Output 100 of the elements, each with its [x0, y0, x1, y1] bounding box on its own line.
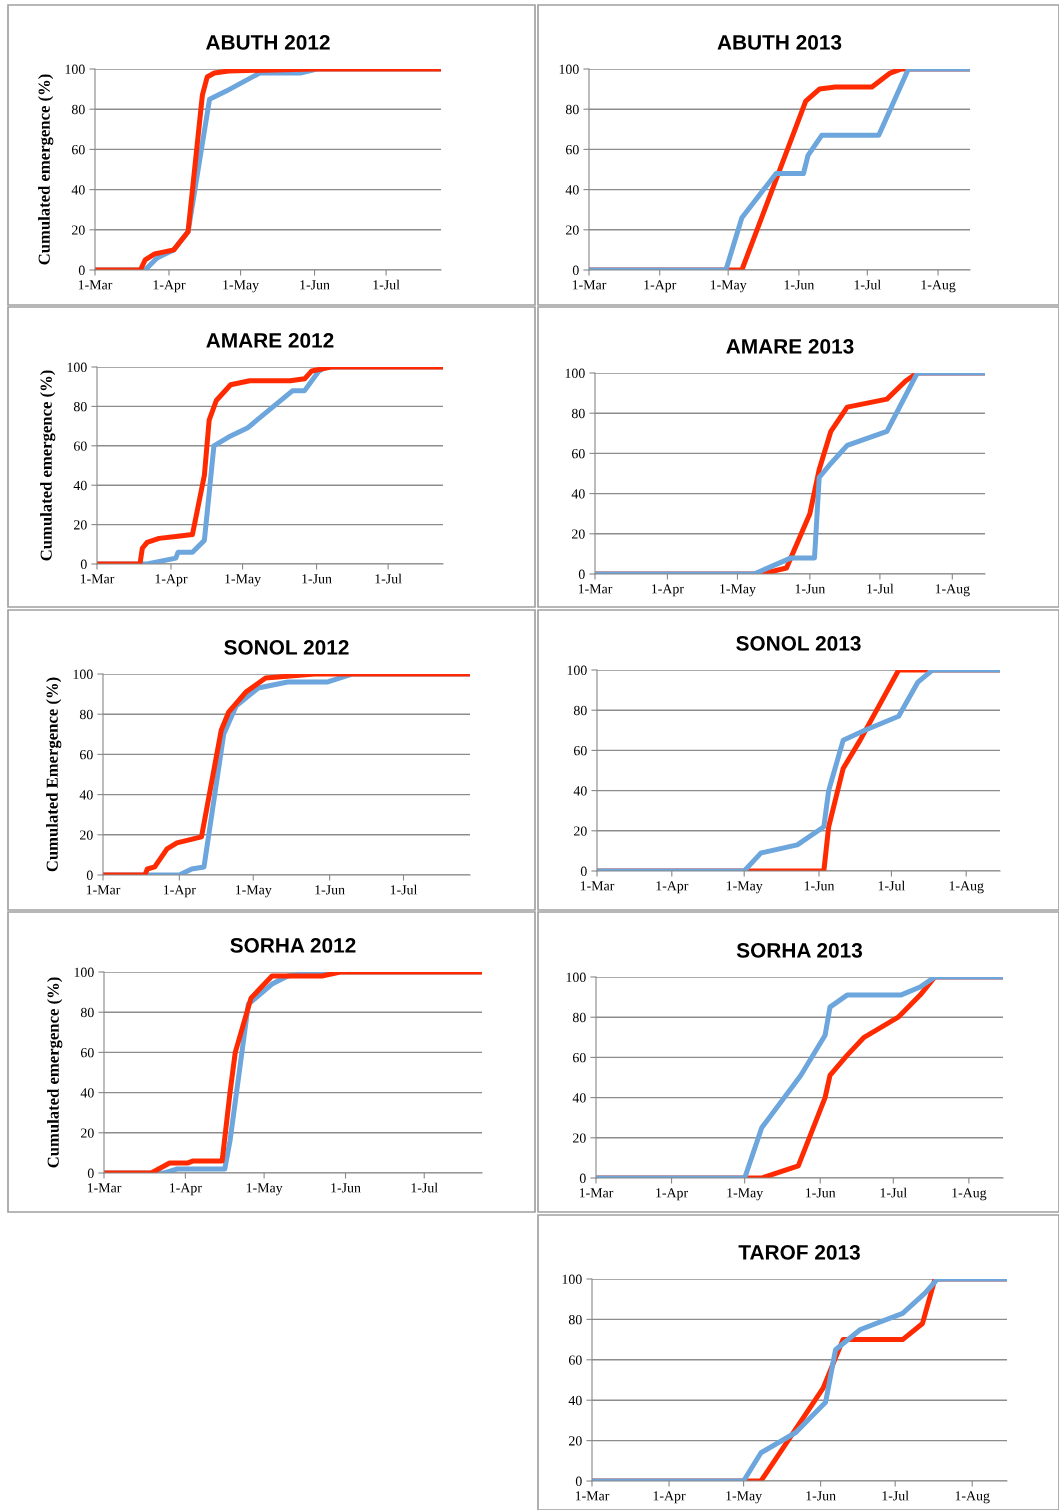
x-tick-label: 1-Aug: [921, 280, 956, 293]
y-tick-label: 80: [573, 705, 587, 716]
y-tick-label: 40: [568, 1395, 582, 1406]
y-tick-label: 80: [568, 1314, 582, 1325]
y-tick-label: 100: [65, 64, 85, 74]
y-tick-label: 0: [78, 265, 85, 275]
x-tick-label: 1-Aug: [949, 881, 984, 894]
x-tick-label: 1-Jun: [331, 1183, 361, 1193]
y-tick-label: 60: [79, 749, 93, 760]
y-tick-label: 20: [566, 225, 579, 235]
y-tick-label: 20: [573, 1133, 586, 1143]
x-tick-label: 1-Apr: [656, 1188, 689, 1201]
x-tick-label: 1-May: [223, 280, 260, 293]
y-tick-label: 20: [569, 1436, 582, 1446]
x-tick-label: 1-Jul: [878, 880, 906, 891]
x-tick-label: 1-Aug: [955, 1491, 990, 1504]
x-tick-label: 1-Mar: [578, 584, 613, 594]
x-tick-label: 1-Apr: [644, 280, 677, 293]
y-tick-label: 100: [562, 1274, 582, 1284]
x-tick-label: 1-Apr: [170, 1183, 202, 1196]
x-tick-label: 1-May: [225, 574, 262, 587]
y-tick-label: 60: [571, 448, 585, 459]
y-axis-title: Cumulated Emergence (%): [46, 677, 62, 872]
y-tick-label: 40: [565, 185, 579, 195]
y-tick-label: 40: [80, 1088, 94, 1098]
x-tick-label: 1-Mar: [86, 885, 121, 895]
x-tick-label: 1-Apr: [153, 280, 186, 293]
y-tick-label: 80: [572, 1012, 586, 1023]
chart-title: TAROF 2013: [738, 1245, 860, 1260]
x-tick-label: 1-Apr: [163, 885, 196, 898]
x-tick-label: 1-May: [720, 584, 756, 597]
chart-title: SORHA 2013: [736, 943, 863, 958]
y-tick-label: 0: [575, 1476, 582, 1486]
y-tick-label: 60: [73, 441, 87, 451]
y-tick-label: 20: [574, 826, 587, 836]
x-tick-label: 1-Aug: [952, 1188, 987, 1201]
chart-title: SORHA 2012: [230, 938, 356, 953]
x-tick-label: 1-Mar: [580, 881, 615, 891]
x-tick-label: 1-Apr: [652, 584, 684, 597]
y-tick-label: 100: [67, 362, 87, 372]
y-tick-label: 100: [74, 967, 94, 977]
x-tick-label: 1-Jul: [390, 884, 418, 895]
y-tick-label: 80: [71, 104, 85, 115]
x-tick-label: 1-Apr: [656, 881, 689, 894]
x-tick-label: 1-Mar: [579, 1188, 614, 1198]
y-tick-label: 100: [73, 669, 93, 679]
y-tick-label: 0: [578, 569, 585, 579]
y-tick-label: 60: [573, 745, 587, 756]
x-tick-label: 1-May: [726, 1491, 763, 1504]
y-axis-title: Cumulated emergence (%): [47, 977, 63, 1168]
y-tick-label: 60: [572, 1052, 586, 1063]
y-tick-label: 100: [567, 665, 587, 675]
x-tick-label: 1-Jun: [806, 1188, 836, 1198]
y-tick-label: 40: [71, 185, 85, 195]
x-tick-label: 1-Apr: [155, 574, 188, 587]
y-tick-label: 0: [86, 870, 93, 880]
x-tick-label: 1-Jun: [795, 584, 826, 594]
chart-title: AMARE 2012: [206, 333, 334, 348]
y-tick-label: 0: [579, 1173, 586, 1183]
x-tick-label: 1-Jun: [315, 885, 345, 895]
y-tick-label: 60: [80, 1047, 94, 1058]
y-tick-label: 0: [80, 559, 87, 569]
x-tick-label: 1-Jul: [375, 573, 402, 584]
y-tick-label: 40: [73, 480, 87, 491]
y-tick-label: 80: [80, 1007, 94, 1018]
y-tick-label: 40: [79, 790, 93, 800]
y-tick-label: 40: [572, 1093, 586, 1103]
x-tick-label: 1-May: [727, 1188, 764, 1201]
y-tick-label: 20: [80, 830, 93, 840]
chart-title: SONOL 2013: [736, 636, 861, 651]
y-tick-label: 0: [580, 866, 587, 876]
x-tick-label: 1-Aug: [935, 584, 970, 597]
chart-title: ABUTH 2013: [717, 35, 842, 50]
x-tick-label: 1-Jul: [882, 1490, 909, 1501]
x-tick-label: 1-Jun: [804, 881, 835, 891]
x-tick-label: 1-Mar: [80, 574, 115, 584]
y-tick-label: 20: [81, 1128, 94, 1138]
y-tick-label: 60: [565, 144, 579, 155]
x-tick-label: 1-May: [710, 280, 747, 293]
x-tick-label: 1-Jun: [302, 574, 332, 584]
y-tick-label: 20: [572, 529, 585, 539]
y-tick-label: 40: [573, 786, 587, 796]
x-tick-label: 1-Jun: [806, 1491, 836, 1501]
x-tick-label: 1-Mar: [575, 1491, 610, 1501]
x-tick-label: 1-May: [246, 1183, 283, 1196]
chart-title: SONOL 2012: [224, 640, 349, 655]
chart-title: AMARE 2013: [726, 339, 854, 354]
x-tick-label: 1-Jul: [411, 1182, 438, 1193]
x-tick-label: 1-May: [726, 881, 763, 894]
x-tick-label: 1-Mar: [87, 1183, 122, 1193]
chart-title: ABUTH 2012: [206, 35, 330, 50]
y-axis-title: Cumulated emergence (%): [38, 74, 54, 265]
y-tick-label: 100: [566, 972, 586, 982]
y-tick-label: 0: [572, 265, 579, 275]
y-tick-label: 100: [559, 64, 579, 74]
x-tick-label: 1-Jun: [300, 280, 330, 290]
y-tick-label: 20: [74, 520, 87, 530]
x-tick-label: 1-Jul: [867, 583, 894, 594]
y-tick-label: 40: [571, 489, 585, 499]
x-tick-label: 1-May: [235, 885, 272, 898]
